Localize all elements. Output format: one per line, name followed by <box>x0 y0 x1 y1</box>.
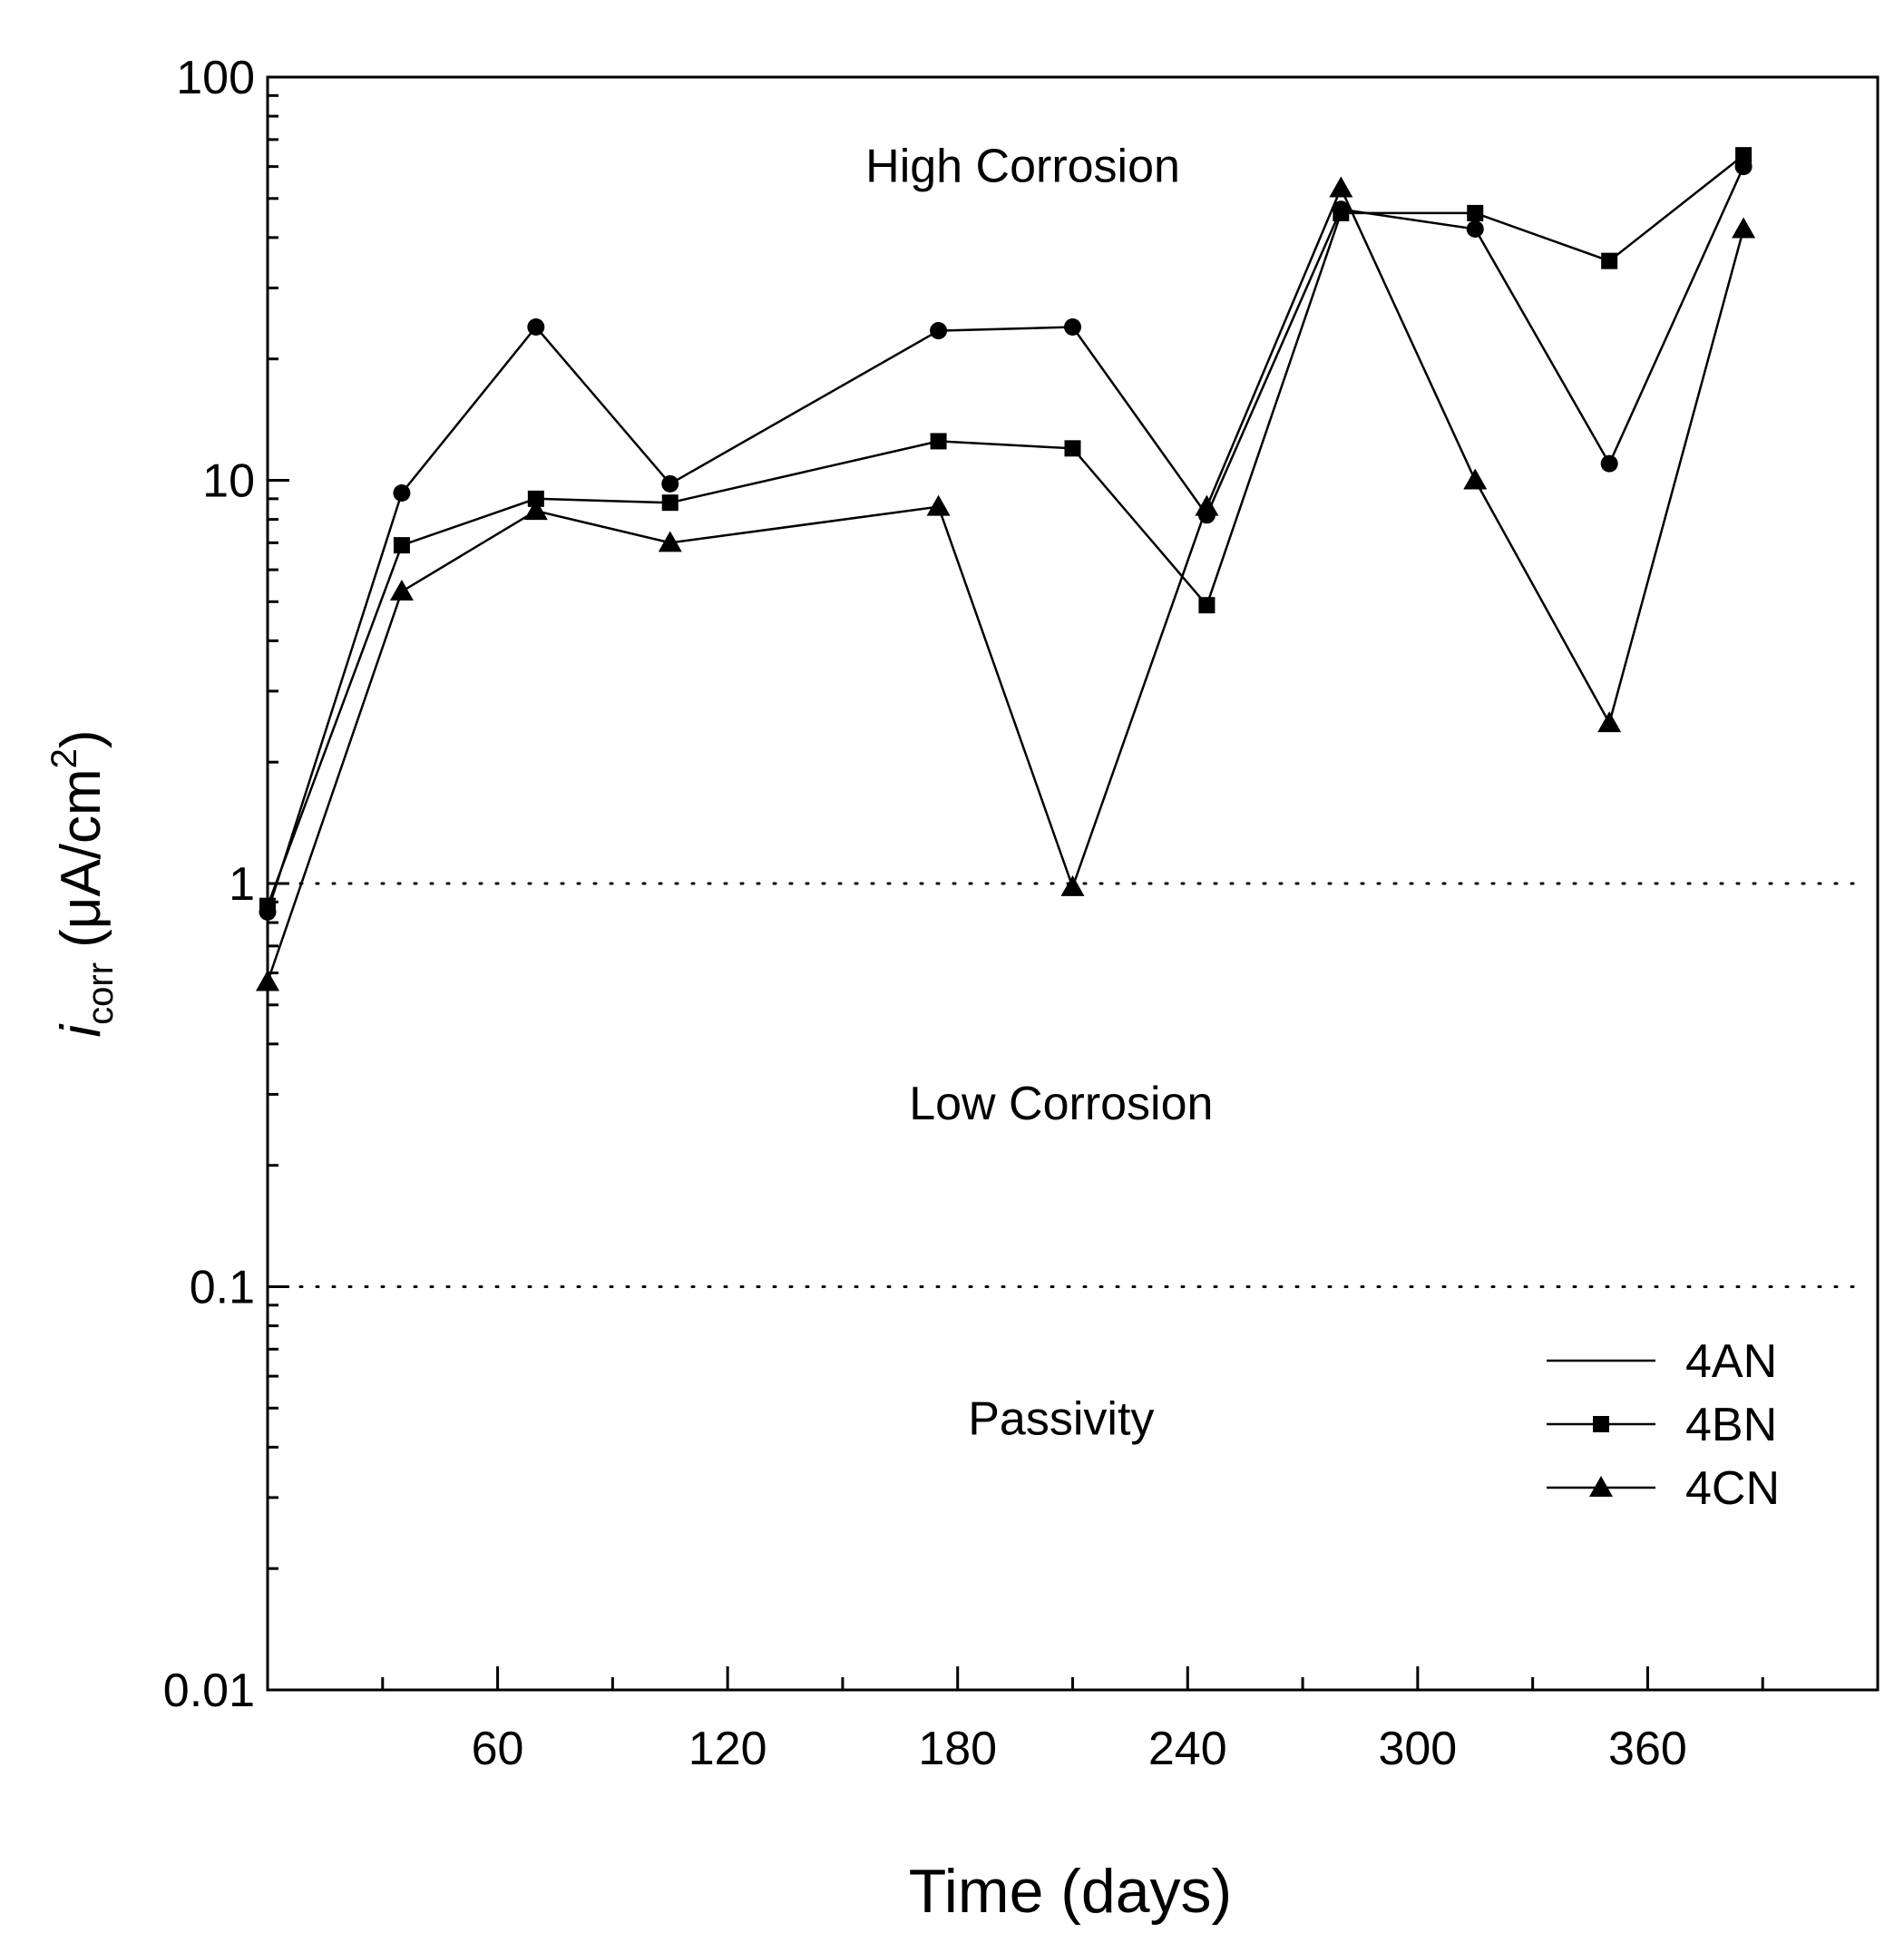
data-point-4cn <box>1060 874 1085 896</box>
x-tick-label: 300 <box>1378 1723 1457 1775</box>
y-tick-label: 0.1 <box>190 1262 255 1314</box>
x-tick-label: 180 <box>918 1723 997 1775</box>
x-tick-label: 240 <box>1148 1723 1227 1775</box>
data-point-4cn <box>1463 468 1488 490</box>
data-point-4bn <box>661 494 679 512</box>
x-axis-label: Time (days) <box>909 1857 1232 1926</box>
series-line-4cn <box>266 185 1745 982</box>
y-axis-units-close: ) <box>50 729 112 748</box>
legend-entry-4bn: 4BN <box>1547 1399 1777 1451</box>
data-point-4cn <box>523 499 548 521</box>
legend-entry-4an: 4AN <box>1547 1335 1777 1388</box>
data-point-4cn <box>1195 494 1219 516</box>
legend-marker-4bn <box>1593 1416 1609 1432</box>
data-point-4an <box>1466 220 1484 238</box>
data-point-4bn <box>1467 204 1484 221</box>
y-axis-subscript: corr <box>81 962 121 1025</box>
data-point-4cn <box>256 970 279 991</box>
data-point-4bn <box>1333 204 1350 221</box>
data-point-4cn <box>926 494 951 516</box>
data-point-4an <box>661 474 679 493</box>
data-point-4bn <box>1601 252 1618 269</box>
x-tick-label: 360 <box>1608 1723 1687 1775</box>
x-tick-label: 120 <box>688 1723 767 1775</box>
region-label: Passivity <box>968 1392 1154 1445</box>
y-axis-symbol: i <box>50 1023 112 1038</box>
series-4cn <box>256 176 1756 991</box>
region-label: Low Corrosion <box>909 1078 1213 1130</box>
data-point-4cn <box>1597 711 1622 733</box>
data-point-4cn <box>1329 176 1353 198</box>
legend-label: 4AN <box>1685 1335 1777 1388</box>
legend-entry-4cn: 4CN <box>1547 1462 1780 1515</box>
y-axis-label: icorr (μA/cm2) <box>44 729 121 1037</box>
data-point-4an <box>930 322 948 340</box>
y-axis-units: (μA/cm <box>50 768 112 948</box>
data-point-4cn <box>1732 217 1756 239</box>
region-label: High Corrosion <box>865 140 1180 192</box>
legend-label: 4BN <box>1685 1399 1777 1451</box>
data-point-4cn <box>658 531 682 552</box>
data-point-4an <box>527 317 545 336</box>
y-axis-units-superscript: 2 <box>44 748 84 768</box>
series-4an <box>259 158 1753 921</box>
data-point-4bn <box>930 433 947 450</box>
series-line-4bn <box>266 154 1744 907</box>
y-tick-label: 1 <box>229 858 255 911</box>
y-tick-label: 100 <box>176 52 255 104</box>
y-tick-label: 0.01 <box>163 1665 255 1717</box>
data-point-4bn <box>393 537 410 554</box>
data-point-4an <box>1600 454 1618 473</box>
data-point-4bn <box>527 490 544 507</box>
legend-marker-4cn <box>1589 1476 1613 1497</box>
data-point-4bn <box>259 897 276 914</box>
data-point-4an <box>1064 317 1081 336</box>
data-point-4cn <box>389 580 414 601</box>
data-point-4bn <box>1735 147 1753 164</box>
y-tick-label: 10 <box>202 455 255 508</box>
data-point-4bn <box>1198 597 1216 614</box>
data-point-4bn <box>1064 440 1081 457</box>
legend-label: 4CN <box>1685 1462 1780 1515</box>
x-tick-label: 60 <box>472 1723 524 1775</box>
data-point-4an <box>393 484 411 503</box>
series-4bn <box>259 147 1753 914</box>
